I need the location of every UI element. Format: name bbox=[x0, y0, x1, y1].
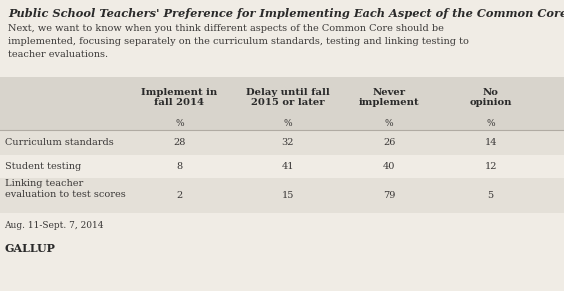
Text: 12: 12 bbox=[484, 162, 497, 171]
Text: 15: 15 bbox=[281, 191, 294, 200]
Bar bbox=[0, 130, 564, 155]
Text: Linking teacher
evaluation to test scores: Linking teacher evaluation to test score… bbox=[5, 179, 125, 199]
Text: 32: 32 bbox=[281, 138, 294, 147]
Text: Aug. 11-Sept. 7, 2014: Aug. 11-Sept. 7, 2014 bbox=[5, 221, 104, 230]
Text: 41: 41 bbox=[281, 162, 294, 171]
Text: 2: 2 bbox=[176, 191, 183, 200]
Bar bbox=[0, 77, 564, 130]
Text: %: % bbox=[385, 120, 394, 129]
Text: %: % bbox=[283, 120, 292, 129]
Text: 14: 14 bbox=[484, 138, 497, 147]
Text: 28: 28 bbox=[173, 138, 186, 147]
Text: Delay until fall
2015 or later: Delay until fall 2015 or later bbox=[246, 88, 329, 107]
Text: Public School Teachers' Preference for Implementing Each Aspect of the Common Co: Public School Teachers' Preference for I… bbox=[8, 8, 564, 19]
Text: GALLUP: GALLUP bbox=[5, 243, 55, 254]
Text: %: % bbox=[486, 120, 495, 129]
Text: 40: 40 bbox=[383, 162, 395, 171]
Text: No
opinion: No opinion bbox=[469, 88, 512, 107]
Text: %: % bbox=[175, 120, 184, 129]
Text: 79: 79 bbox=[383, 191, 395, 200]
Text: 5: 5 bbox=[488, 191, 494, 200]
Text: 8: 8 bbox=[177, 162, 182, 171]
Text: teacher evaluations.: teacher evaluations. bbox=[8, 50, 108, 59]
Text: Implement in
fall 2014: Implement in fall 2014 bbox=[141, 88, 218, 107]
Text: Curriculum standards: Curriculum standards bbox=[5, 138, 113, 147]
Text: implemented, focusing separately on the curriculum standards, testing and linkin: implemented, focusing separately on the … bbox=[8, 37, 469, 46]
Bar bbox=[0, 178, 564, 213]
Text: Student testing: Student testing bbox=[5, 162, 81, 171]
Text: Never
implement: Never implement bbox=[359, 88, 420, 107]
Text: Next, we want to know when you think different aspects of the Common Core should: Next, we want to know when you think dif… bbox=[8, 24, 444, 33]
Text: 26: 26 bbox=[383, 138, 395, 147]
